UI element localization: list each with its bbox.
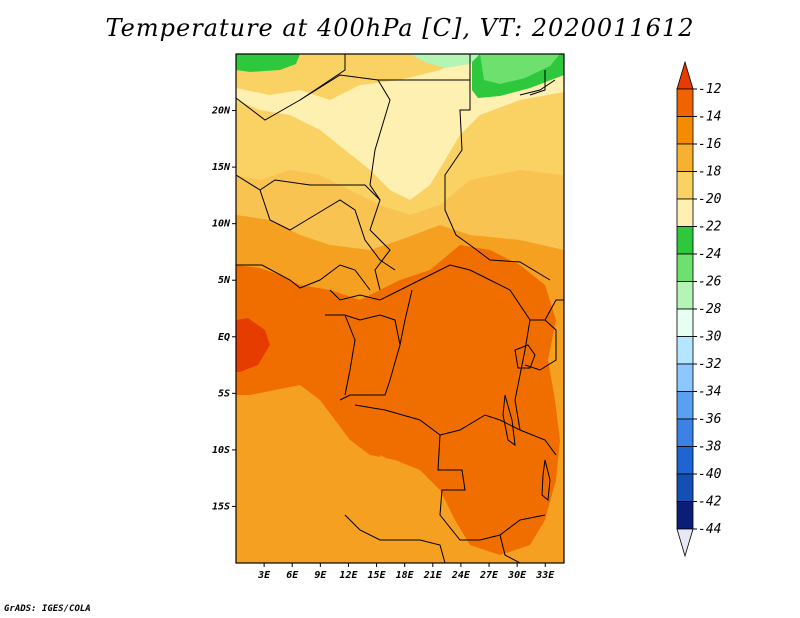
border-line (509, 289, 531, 431)
border-line (499, 534, 521, 563)
colorbar-label: -16 (698, 137, 722, 152)
lon-tick-label: 24E (451, 570, 471, 581)
border-line (236, 264, 371, 291)
plot-frame (235, 53, 565, 564)
colorbar-label: -18 (698, 165, 722, 180)
colorbar-label: -34 (698, 385, 721, 400)
lat-tick-label: 10N (212, 219, 231, 230)
colorbar-box (676, 281, 694, 310)
colorbar-label: -24 (698, 247, 721, 262)
lake-victoria (514, 344, 536, 369)
border-line (344, 514, 446, 563)
lat-tick-label: 5N (218, 275, 231, 286)
colorbar-label: -36 (698, 412, 722, 427)
colorbar-box (676, 501, 694, 530)
border-line (399, 289, 413, 346)
border-line (354, 404, 546, 541)
field-band-24 (236, 54, 300, 72)
border-line (299, 54, 346, 101)
colorbar-label: -26 (698, 275, 722, 290)
colorbar-legend: -12 -14 -16 -18 -20 -22 -24 -26 -28 -30 -32 -34 -36 -… (676, 60, 722, 558)
lat-tick-label: 5S (218, 388, 230, 399)
lat-tick-label: 10S (212, 445, 230, 456)
field-band-12 (236, 318, 270, 372)
colorbar-box (676, 226, 694, 255)
country-borders (236, 54, 564, 563)
colorbar-label: -20 (698, 192, 722, 207)
colorbar-box (676, 116, 694, 145)
colorbar-box (676, 391, 694, 420)
lon-tick-label: 33E (535, 570, 555, 581)
colorbar-label: -38 (698, 440, 722, 455)
lat-tick-label: EQ (218, 332, 230, 343)
lake-malawi (541, 459, 551, 501)
lake-tanganyika (502, 394, 516, 447)
border-line (519, 79, 556, 96)
colorbar-box (676, 336, 694, 365)
colorbar-label: -28 (698, 302, 722, 317)
shaded-field (236, 54, 564, 563)
field-band-14 (236, 245, 560, 555)
longitude-axis: 3E 6E 9E 12E 15E 18E 21E 24E 27E 30E 33E (257, 563, 555, 581)
colorbar-label: -12 (698, 82, 722, 97)
lon-tick-label: 21E (423, 570, 443, 581)
colorbar-box (676, 253, 694, 282)
colorbar-label: -42 (698, 495, 722, 510)
border-line (524, 319, 557, 371)
colorbar-label: -44 (698, 522, 721, 537)
lon-tick-label: 3E (257, 570, 271, 581)
colorbar-box (676, 473, 694, 502)
lon-tick-label: 6E (286, 570, 299, 581)
colorbar-box (676, 418, 694, 447)
border-line (439, 414, 557, 456)
lat-tick-label: 20N (211, 106, 231, 117)
colorbar-box (676, 143, 694, 172)
colorbar-box (676, 363, 694, 392)
lon-tick-label: 30E (507, 570, 527, 581)
border-line (259, 179, 381, 201)
border-line (325, 314, 401, 401)
lon-tick-label: 18E (396, 570, 415, 581)
lat-tick-label: 15S (212, 501, 230, 512)
field-band-28 (410, 54, 480, 68)
field-band-16-south (375, 455, 445, 563)
lon-tick-label: 9E (314, 570, 327, 581)
lon-tick-label: 12E (339, 570, 358, 581)
chart-title: Temperature at 400hPa [C], VT: 202001161… (105, 14, 695, 42)
colorbar-label: -30 (698, 330, 722, 345)
lon-tick-label: 15E (368, 570, 387, 581)
credit-label: GrADS: IGES/COLA (4, 604, 91, 614)
border-line (529, 70, 546, 96)
border-line (378, 79, 551, 281)
border-line (329, 264, 511, 301)
lat-tick-label: 15N (212, 162, 231, 173)
colorbar-label: -32 (698, 357, 722, 372)
colorbar-label: -40 (698, 467, 722, 482)
colorbar-box (676, 88, 694, 117)
field-band-26 (480, 54, 560, 84)
colorbar-box (676, 171, 694, 200)
border-line (544, 299, 564, 321)
colorbar-box (676, 198, 694, 227)
latitude-axis: 20N 15N 10N 5N EQ 5S 10S 15S (211, 106, 236, 512)
colorbar-label: -14 (698, 110, 721, 125)
colorbar-top-arrow (676, 60, 694, 90)
border-line (236, 174, 396, 271)
colorbar-label: -22 (698, 220, 722, 235)
border-line (344, 314, 356, 396)
lon-tick-label: 27E (479, 570, 499, 581)
colorbar-box (676, 308, 694, 337)
colorbar-bottom-arrow (676, 528, 694, 558)
colorbar-box (676, 446, 694, 475)
